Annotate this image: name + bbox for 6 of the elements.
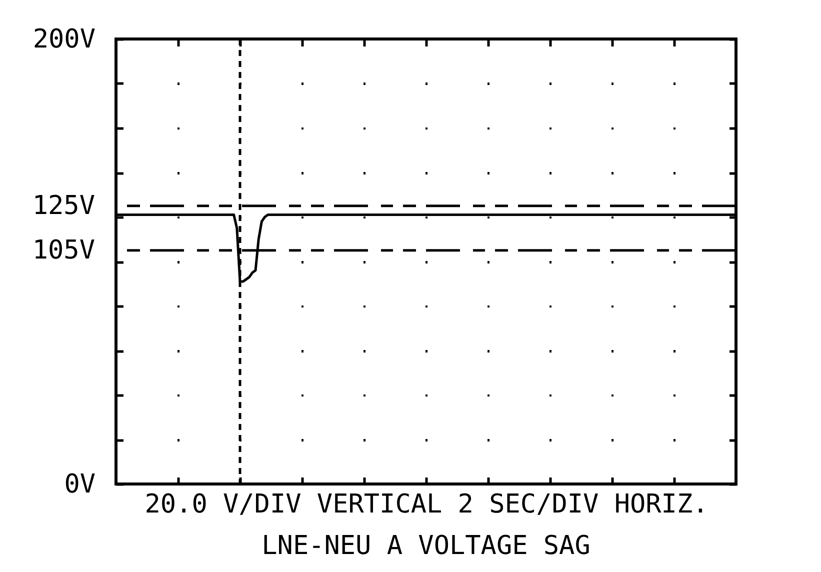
x-axis-title: 20.0 V/DIV VERTICAL 2 SEC/DIV HORIZ. — [144, 490, 708, 520]
text: LNE-NEU A VOLTAGE SAG — [262, 531, 590, 561]
y-tick-label: 0V — [64, 470, 96, 500]
ref-line-label: 125V — [32, 190, 95, 221]
ref-line-label: 105V — [32, 235, 95, 266]
y-tick-label: 200V — [32, 24, 96, 54]
